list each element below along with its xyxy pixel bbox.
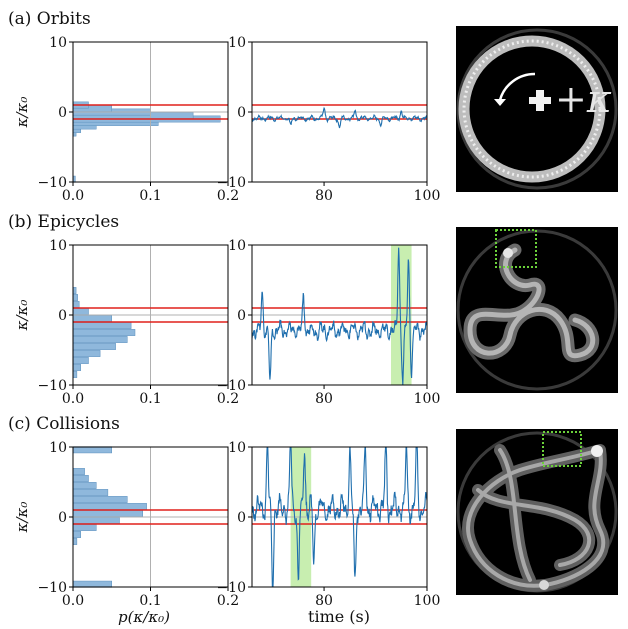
image-b: [456, 227, 618, 393]
xtick-label: 0.0: [62, 391, 84, 407]
hist-bar: [72, 496, 128, 503]
hist-bar: [72, 446, 112, 454]
ytick-label: 0: [58, 105, 67, 121]
xtick-label: 80: [315, 188, 333, 204]
ytick-label: 0: [237, 308, 246, 324]
xtick-label: 100: [414, 593, 441, 609]
hist-bar: [72, 580, 112, 588]
hist-bar: [72, 510, 143, 517]
ytick-label: 0: [237, 105, 246, 121]
ylabel-b: κ/κ₀: [13, 300, 31, 332]
xtick-label: 80: [315, 593, 333, 609]
series-line: [252, 106, 427, 129]
xtick-label: 0.1: [139, 593, 161, 609]
xtick-label: 0.1: [139, 188, 161, 204]
ytick-label: −10: [37, 580, 67, 596]
ytick-label: −10: [216, 580, 246, 596]
histogram-c: 10 0 −100.0 0.1 0.2: [37, 440, 239, 609]
panel-label-b: (b) Epicycles: [8, 212, 119, 232]
histogram-a: 10 0 −100.0 0.1 0.2: [37, 35, 239, 204]
hist-bar: [72, 322, 132, 329]
ytick-label: 10: [228, 35, 246, 51]
series-line: [252, 447, 427, 587]
panel-label-a: (a) Orbits: [8, 9, 91, 29]
series-line: [252, 247, 427, 385]
hist-bar: [72, 294, 78, 301]
hist-bar: [72, 489, 109, 496]
image-a-kappa: +κ: [555, 77, 612, 121]
hist-bar: [72, 468, 85, 475]
xtick-label: 0.1: [139, 391, 161, 407]
hist-bar: [72, 364, 81, 371]
xtick-label: 0.2: [217, 593, 239, 609]
ytick-label: 0: [58, 510, 67, 526]
ylabel-a: κ/κ₀: [13, 97, 31, 129]
ytick-label: −10: [37, 175, 67, 191]
ytick-label: 10: [49, 440, 67, 456]
hist-bar: [72, 524, 97, 531]
hist-bar: [72, 308, 89, 315]
hist-bar: [72, 371, 78, 378]
ytick-label: −10: [216, 378, 246, 394]
ylabel-c: κ/κ₀: [13, 502, 31, 534]
xtick-label: 80: [315, 391, 333, 407]
hist-bar: [72, 343, 116, 350]
xtick-label: 0.2: [217, 391, 239, 407]
panel-label-c: (c) Collisions: [8, 414, 120, 434]
ytick-label: 10: [228, 238, 246, 254]
ytick-label: 0: [237, 510, 246, 526]
xtick-label: 0.0: [62, 593, 84, 609]
image-a: +κ: [456, 26, 618, 192]
ytick-label: 10: [49, 35, 67, 51]
xlabel-time: time (s): [308, 607, 370, 626]
ytick-label: 10: [49, 238, 67, 254]
hist-bar: [72, 538, 78, 545]
hist-bar: [72, 329, 136, 336]
hist-bar: [72, 357, 89, 364]
hist-bar: [72, 350, 101, 357]
hist-bar: [72, 517, 120, 524]
histogram-b: 10 0 −100.0 0.1 0.2: [37, 238, 239, 407]
xtick-label: 100: [414, 188, 441, 204]
ytick-label: 10: [228, 440, 246, 456]
hist-bar: [72, 475, 89, 482]
xtick-label: 100: [414, 391, 441, 407]
ytick-label: −10: [37, 378, 67, 394]
hist-bar: [72, 482, 97, 489]
hist-bar: [72, 301, 80, 308]
image-c: [456, 429, 618, 595]
xlabel-hist: p(κ/κ₀): [118, 608, 170, 626]
ytick-label: −10: [216, 175, 246, 191]
hist-bar: [72, 531, 81, 538]
hist-bar: [72, 315, 112, 322]
xtick-label: 0.0: [62, 188, 84, 204]
xtick-label: 0.2: [217, 188, 239, 204]
hist-bar: [72, 503, 147, 510]
ytick-label: 0: [58, 308, 67, 324]
hist-bar: [72, 336, 128, 343]
